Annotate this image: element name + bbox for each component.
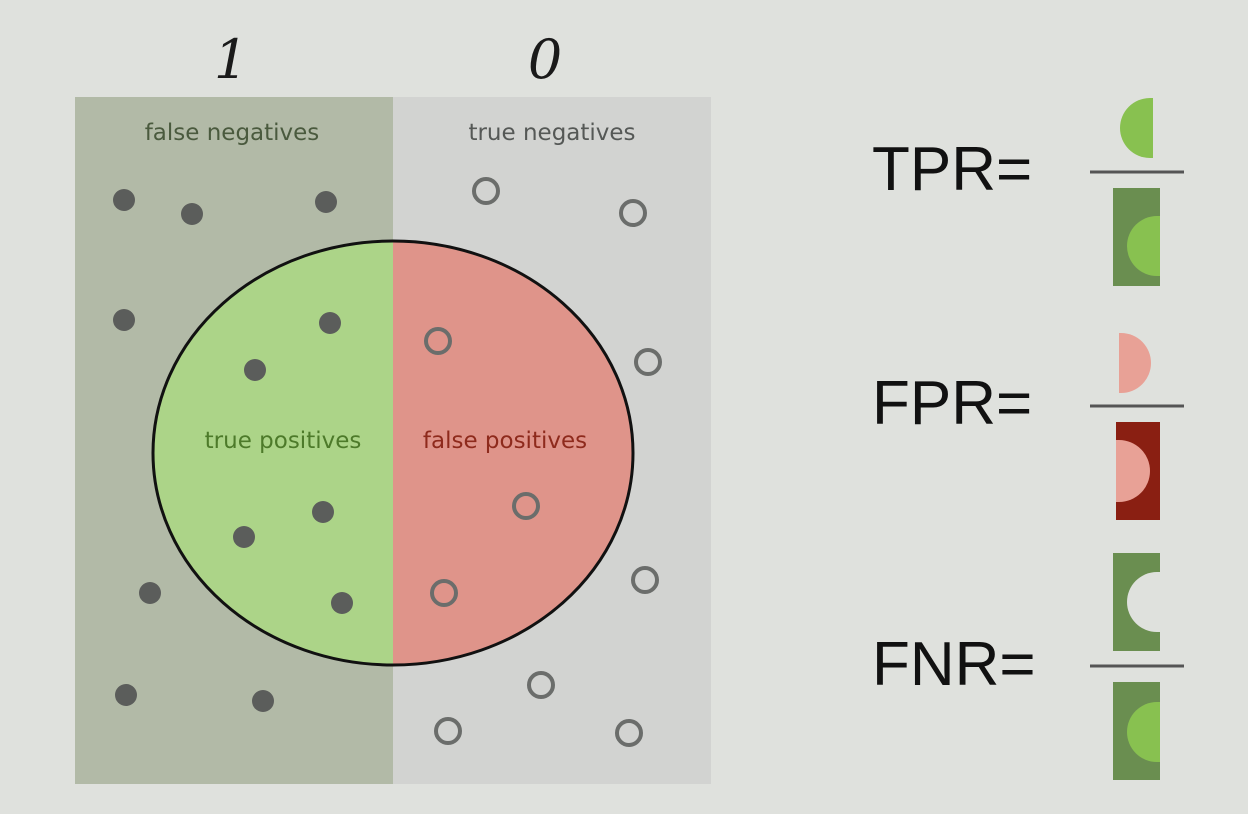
column-label-1: 1 (214, 28, 248, 91)
hollow-dot-icon (634, 348, 662, 376)
filled-dot-icon (113, 189, 135, 211)
filled-dot-icon (331, 592, 353, 614)
tpr-label: TPR= (872, 135, 1032, 204)
half-circle-icon (1127, 572, 1160, 632)
false-negatives-label: false negatives (145, 120, 320, 146)
hollow-dot-icon (424, 327, 452, 355)
hollow-dot-icon (430, 579, 458, 607)
hollow-dot-icon (472, 177, 500, 205)
half-circle-icon (1116, 440, 1150, 502)
fnr-label: FNR= (872, 630, 1036, 699)
half-circle-icon (1127, 216, 1160, 276)
filled-dot-icon (319, 312, 341, 334)
hollow-dot-icon (527, 671, 555, 699)
hollow-dot-icon (631, 566, 659, 594)
fpr-label: FPR= (872, 369, 1032, 438)
relevant-dots (113, 189, 353, 712)
hollow-dot-icon (615, 719, 643, 747)
true-negatives-label: true negatives (468, 120, 635, 146)
half-circle-icon (1120, 98, 1153, 158)
filled-dot-icon (244, 359, 266, 381)
filled-dot-icon (315, 191, 337, 213)
hollow-dot-icon (434, 717, 462, 745)
filled-dot-icon (139, 582, 161, 604)
irrelevant-dots (424, 177, 662, 747)
fpr-formula: FPR= (872, 333, 1184, 520)
true-positives-label: true positives (205, 428, 362, 454)
tpr-formula: TPR= (872, 98, 1184, 286)
filled-dot-icon (252, 690, 274, 712)
hollow-dot-icon (512, 492, 540, 520)
selected-elements-ellipse (151, 239, 635, 667)
filled-dot-icon (312, 501, 334, 523)
filled-dot-icon (181, 203, 203, 225)
hollow-dot-icon (619, 199, 647, 227)
filled-dot-icon (113, 309, 135, 331)
column-label-0: 0 (528, 28, 562, 91)
fnr-formula: FNR= (872, 553, 1184, 780)
filled-dot-icon (115, 684, 137, 706)
false-positives-label: false positives (423, 428, 587, 454)
half-circle-icon (1119, 333, 1151, 393)
filled-dot-icon (233, 526, 255, 548)
half-circle-icon (1127, 702, 1160, 762)
